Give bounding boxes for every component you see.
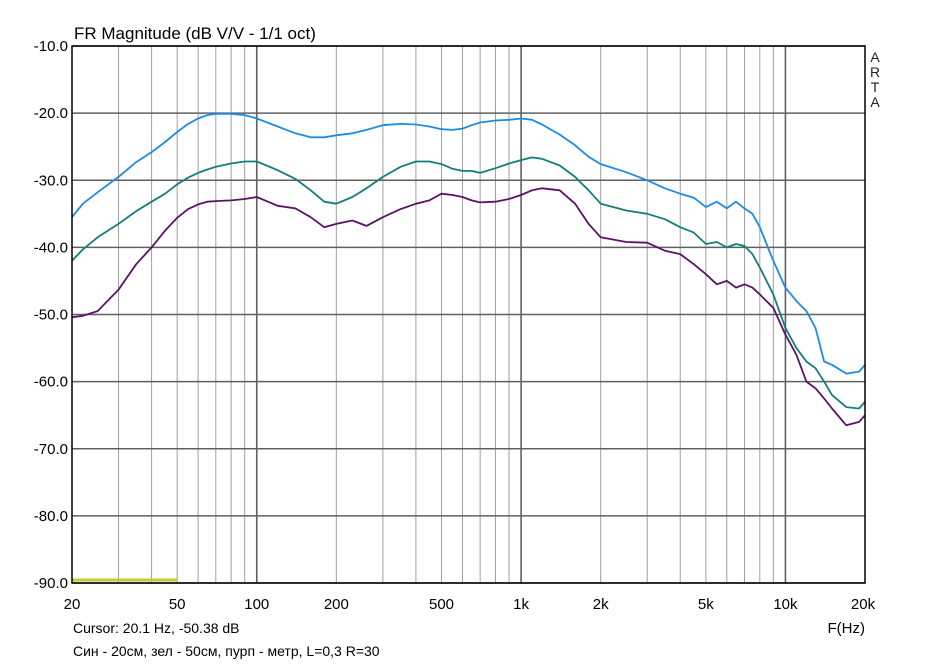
y-tick-label-5: -60.0 — [34, 374, 68, 391]
cursor-readout: Cursor: 20.1 Hz, -50.38 dB — [73, 620, 240, 636]
y-tick-label-0: -10.0 — [34, 38, 68, 55]
chart-title: FR Magnitude (dB V/V - 1/1 oct) — [74, 24, 316, 43]
x-tick-label-5: 1k — [513, 596, 529, 613]
x-tick-label-0: 20 — [64, 596, 81, 613]
series-line-0 — [71, 112, 866, 375]
watermark-letter-2: T — [871, 79, 880, 95]
series-lines — [71, 112, 866, 427]
x-tick-label-6: 2k — [593, 596, 609, 613]
series-line-1 — [71, 156, 866, 410]
x-tick-label-7: 5k — [698, 596, 714, 613]
y-tick-label-2: -30.0 — [34, 172, 68, 189]
x-tick-label-8: 10k — [773, 596, 798, 613]
y-tick-label-1: -20.0 — [34, 105, 68, 122]
y-tick-label-4: -50.0 — [34, 307, 68, 324]
x-tick-label-2: 100 — [244, 596, 269, 613]
watermark-letter-1: R — [870, 64, 880, 80]
y-tick-label-3: -40.0 — [34, 239, 68, 256]
x-tick-label-1: 50 — [169, 596, 186, 613]
series-line-2 — [71, 187, 866, 427]
grid — [72, 45, 865, 584]
y-tick-label-8: -90.0 — [34, 575, 68, 592]
x-axis-label: F(Hz) — [828, 620, 866, 637]
legend-note: Син - 20см, зел - 50см, пурп - метр, L=0… — [73, 643, 380, 659]
watermark-letter-0: A — [870, 49, 880, 65]
x-tick-label-3: 200 — [324, 596, 349, 613]
y-tick-label-6: -70.0 — [34, 441, 68, 458]
watermark-letter-3: A — [870, 94, 880, 110]
plot-frame — [71, 45, 866, 584]
x-tick-label-9: 20k — [851, 596, 876, 613]
x-tick-labels: 20 50 100 200 500 1k 2k 5k 10k 20k — [64, 596, 876, 613]
y-tick-labels: -10.0 -20.0 -30.0 -40.0 -50.0 -60.0 -70.0 -80.0… — [34, 38, 68, 592]
x-tick-label-4: 500 — [429, 596, 454, 613]
y-tick-label-7: -80.0 — [34, 508, 68, 525]
